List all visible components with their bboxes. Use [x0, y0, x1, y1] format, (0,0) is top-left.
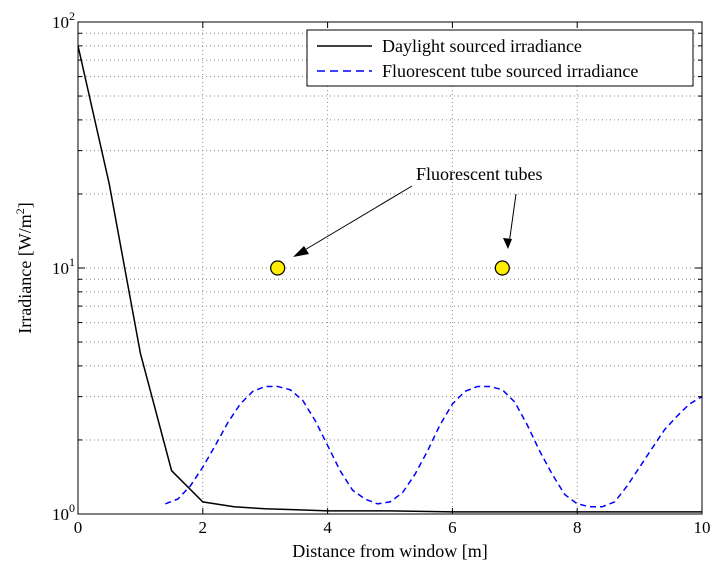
y-tick-label: 102	[52, 9, 75, 32]
y-axis-label: Irradiance [W/m2]	[13, 202, 35, 333]
series-line-daylight	[77, 45, 702, 513]
x-tick-label: 4	[323, 518, 332, 537]
annotation-arrow-2	[508, 193, 517, 245]
y-tick-label: 101	[52, 255, 75, 278]
annotation: Fluorescent tubes	[293, 164, 542, 257]
x-tick-label: 10	[694, 518, 711, 537]
x-tick-label: 0	[74, 518, 83, 537]
series-line-fluorescent	[165, 385, 703, 508]
legend-label-fluorescent: Fluorescent tube sourced irradiance	[382, 61, 638, 81]
annotation-arrow-1	[297, 185, 413, 255]
annotation-arrowhead-1	[293, 246, 309, 257]
x-axis-label: Distance from window [m]	[292, 541, 487, 561]
legend-label-daylight: Daylight sourced irradiance	[382, 36, 582, 56]
ticks: 0 2 4 6 8 10 100 101 102	[52, 9, 711, 537]
annotation-arrowhead-2	[503, 238, 512, 249]
annotation-text: Fluorescent tubes	[416, 164, 542, 184]
legend-box	[306, 29, 694, 87]
x-tick-label: 8	[573, 518, 582, 537]
legend: Daylight sourced irradiance Fluorescent …	[306, 29, 694, 87]
fluorescent-tube-marker	[494, 260, 510, 276]
x-tick-label: 6	[448, 518, 457, 537]
fluorescent-tube-marker	[270, 260, 286, 276]
y-tick-label: 100	[52, 501, 75, 524]
markers	[270, 260, 510, 276]
x-tick-label: 2	[199, 518, 208, 537]
series	[77, 45, 703, 513]
